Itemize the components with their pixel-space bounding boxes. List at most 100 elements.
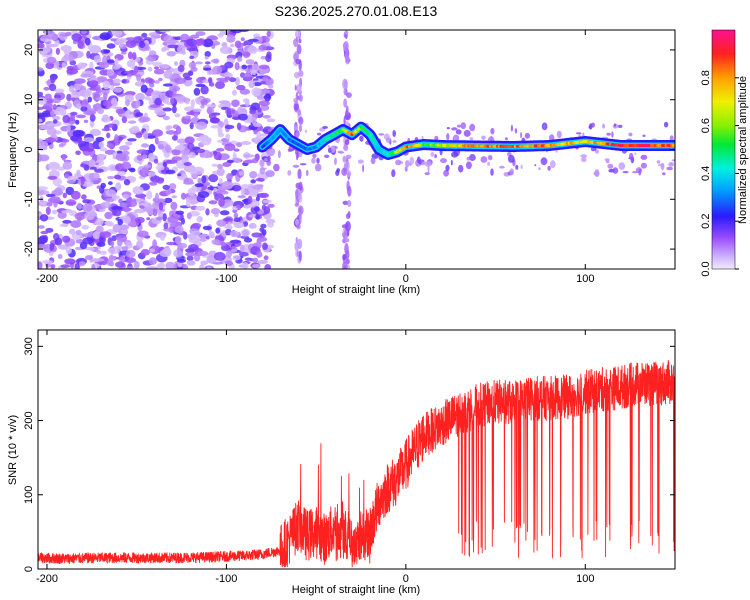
noise-cell — [242, 160, 255, 164]
noise-cell — [52, 115, 61, 121]
noise-cell — [60, 45, 72, 52]
noise-cell — [154, 97, 163, 106]
colorbar-tick-label: 0.2 — [700, 214, 712, 229]
noise-cell — [342, 253, 347, 261]
noise-cell — [215, 227, 221, 234]
noise-cell — [345, 213, 351, 220]
noise-cell — [70, 111, 78, 116]
noise-cell — [121, 246, 129, 251]
noise-cell — [196, 216, 203, 223]
noise-cell — [83, 137, 95, 143]
noise-cell — [458, 164, 464, 173]
noise-cell — [602, 124, 606, 129]
noise-cell — [112, 78, 121, 84]
noise-cell — [52, 104, 57, 110]
noise-cell — [77, 202, 82, 210]
noise-cell — [344, 243, 349, 255]
noise-cell — [122, 194, 130, 199]
noise-cell — [261, 204, 267, 211]
noise-cell — [251, 69, 257, 75]
noise-cell — [237, 113, 248, 121]
noise-cell — [114, 174, 122, 180]
noise-cell — [75, 229, 82, 236]
noise-cell — [218, 178, 223, 185]
noise-cell — [202, 225, 212, 231]
noise-cell — [95, 136, 105, 142]
noise-cell — [175, 210, 185, 215]
noise-cell — [132, 52, 137, 61]
noise-cell — [555, 149, 558, 153]
noise-cell — [162, 184, 170, 190]
noise-cell — [62, 219, 72, 224]
noise-cell — [294, 125, 298, 131]
noise-cell — [103, 92, 108, 100]
noise-cell — [136, 73, 142, 82]
noise-cell — [96, 249, 101, 254]
noise-cell — [61, 154, 66, 161]
noise-cell — [292, 164, 300, 168]
noise-cell — [235, 77, 240, 86]
noise-cell — [185, 115, 192, 120]
noise-cell — [186, 212, 192, 220]
noise-cell — [106, 69, 115, 76]
noise-cell — [82, 237, 94, 245]
colorbar-tick-label: 0.6 — [700, 118, 712, 133]
noise-cell — [270, 126, 276, 129]
noise-cell — [121, 79, 127, 84]
noise-cell — [49, 110, 55, 117]
noise-cell — [622, 171, 629, 174]
noise-cell — [247, 195, 253, 204]
noise-cell — [189, 55, 195, 60]
noise-cell — [62, 235, 71, 243]
noise-cell — [92, 231, 101, 240]
noise-cell — [126, 59, 136, 68]
noise-cell — [416, 156, 421, 164]
noise-cell — [450, 160, 453, 166]
noise-cell — [298, 250, 302, 262]
noise-cell — [84, 37, 91, 46]
noise-cell — [322, 125, 328, 129]
noise-cell — [499, 165, 505, 169]
noise-cell — [172, 87, 177, 96]
noise-cell — [181, 192, 186, 200]
noise-cell — [76, 103, 82, 110]
noise-cell — [255, 195, 260, 202]
noise-cell — [242, 262, 249, 269]
noise-cell — [38, 261, 43, 269]
noise-cell — [327, 145, 330, 148]
noise-cell — [293, 103, 299, 111]
noise-cell — [298, 207, 302, 213]
noise-cell — [59, 108, 67, 117]
noise-cell — [44, 93, 52, 101]
noise-cell — [110, 38, 117, 42]
noise-cell — [258, 100, 270, 107]
noise-cell — [581, 157, 587, 163]
noise-cell — [232, 89, 237, 96]
noise-cell — [135, 216, 145, 224]
noise-cell — [116, 239, 123, 247]
noise-cell — [251, 87, 262, 97]
noise-cell — [38, 106, 45, 111]
noise-cell — [345, 54, 350, 65]
noise-cell — [43, 102, 53, 110]
noise-cell — [657, 163, 664, 167]
noise-cell — [100, 201, 112, 209]
noise-cell — [135, 132, 143, 139]
noise-cell — [89, 128, 102, 137]
noise-cell — [520, 131, 523, 139]
noise-cell — [186, 255, 194, 261]
noise-cell — [556, 130, 562, 139]
noise-cell — [70, 91, 81, 98]
noise-cell — [195, 121, 208, 130]
noise-cell — [185, 198, 191, 208]
noise-cell — [69, 85, 75, 93]
spectrogram-x-axis-label: Height of straight line (km) — [292, 284, 420, 296]
noise-cell — [89, 75, 97, 79]
noise-cell — [48, 83, 57, 92]
noise-cell — [148, 98, 154, 106]
noise-cell — [211, 239, 221, 245]
noise-cell — [69, 120, 75, 125]
noise-cell — [345, 235, 348, 243]
noise-cell — [138, 60, 144, 66]
noise-cell — [213, 58, 220, 64]
